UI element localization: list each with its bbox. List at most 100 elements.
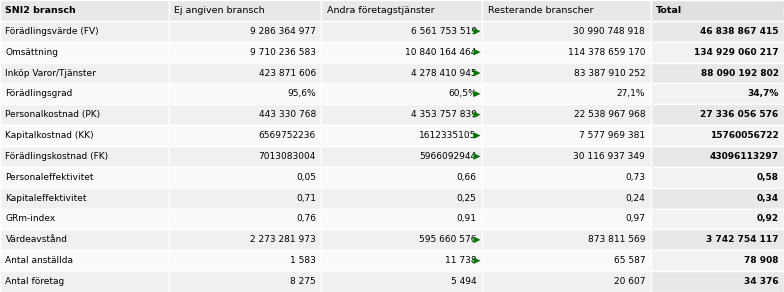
Text: 0,05: 0,05 — [296, 173, 316, 182]
Text: 0,66: 0,66 — [456, 173, 477, 182]
Text: Ej angiven bransch: Ej angiven bransch — [174, 6, 265, 15]
Bar — [321, 230, 482, 250]
Text: Personaleffektivitet: Personaleffektivitet — [5, 173, 94, 182]
Bar — [0, 146, 169, 167]
Bar — [169, 167, 321, 188]
Polygon shape — [474, 28, 481, 35]
Bar — [0, 230, 169, 250]
Bar — [482, 84, 651, 104]
Text: 5966092944: 5966092944 — [419, 152, 477, 161]
Bar — [651, 125, 784, 146]
Bar — [321, 42, 482, 62]
Bar — [321, 188, 482, 208]
Text: 10 840 164 464: 10 840 164 464 — [405, 48, 477, 57]
Bar — [651, 271, 784, 292]
Bar — [169, 104, 321, 125]
Text: 22 538 967 968: 22 538 967 968 — [574, 110, 645, 119]
Text: Förädlingskostnad (FK): Förädlingskostnad (FK) — [5, 152, 109, 161]
Text: 9 286 364 977: 9 286 364 977 — [250, 27, 316, 36]
Bar — [482, 167, 651, 188]
Text: 0,73: 0,73 — [625, 173, 645, 182]
Text: 595 660 576: 595 660 576 — [419, 235, 477, 244]
Bar — [0, 62, 169, 84]
Bar — [651, 0, 784, 21]
Bar — [482, 188, 651, 208]
Text: Inköp Varor/Tjänster: Inköp Varor/Tjänster — [5, 69, 96, 77]
Bar — [651, 42, 784, 62]
Text: 0,34: 0,34 — [757, 194, 779, 203]
Bar — [169, 62, 321, 84]
Text: 34 376: 34 376 — [744, 277, 779, 286]
Bar — [321, 104, 482, 125]
Text: 114 378 659 170: 114 378 659 170 — [568, 48, 645, 57]
Text: Förädlingsgrad: Förädlingsgrad — [5, 89, 73, 98]
Bar — [0, 104, 169, 125]
Bar — [482, 271, 651, 292]
Text: 0,91: 0,91 — [456, 215, 477, 223]
Bar — [482, 230, 651, 250]
Text: 1612335105: 1612335105 — [419, 131, 477, 140]
Text: 46 838 867 415: 46 838 867 415 — [700, 27, 779, 36]
Text: SNI2 bransch: SNI2 bransch — [5, 6, 76, 15]
Text: 4 278 410 945: 4 278 410 945 — [411, 69, 477, 77]
Text: 7 577 969 381: 7 577 969 381 — [579, 131, 645, 140]
Bar — [651, 104, 784, 125]
Text: 9 710 236 583: 9 710 236 583 — [250, 48, 316, 57]
Text: 27,1%: 27,1% — [617, 89, 645, 98]
Text: Andra företagstjänster: Andra företagstjänster — [327, 6, 434, 15]
Bar — [482, 42, 651, 62]
Text: 443 330 768: 443 330 768 — [259, 110, 316, 119]
Text: 78 908: 78 908 — [744, 256, 779, 265]
Text: 0,25: 0,25 — [457, 194, 477, 203]
Bar — [169, 125, 321, 146]
Text: 1 583: 1 583 — [290, 256, 316, 265]
Bar — [0, 271, 169, 292]
Polygon shape — [474, 257, 481, 264]
Polygon shape — [474, 91, 481, 97]
Text: 65 587: 65 587 — [614, 256, 645, 265]
Bar — [651, 188, 784, 208]
Text: 20 607: 20 607 — [614, 277, 645, 286]
Bar — [0, 125, 169, 146]
Polygon shape — [474, 70, 481, 76]
Bar — [169, 188, 321, 208]
Bar — [0, 188, 169, 208]
Bar — [321, 21, 482, 42]
Text: 11 738: 11 738 — [445, 256, 477, 265]
Text: 0,58: 0,58 — [757, 173, 779, 182]
Bar — [651, 62, 784, 84]
Text: Kapitalkostnad (KK): Kapitalkostnad (KK) — [5, 131, 94, 140]
Text: 15760056722: 15760056722 — [710, 131, 779, 140]
Bar — [321, 84, 482, 104]
Text: 2 273 281 973: 2 273 281 973 — [250, 235, 316, 244]
Polygon shape — [474, 111, 481, 118]
Bar — [482, 62, 651, 84]
Bar — [169, 0, 321, 21]
Bar — [651, 250, 784, 271]
Bar — [482, 104, 651, 125]
Bar — [0, 21, 169, 42]
Text: 83 387 910 252: 83 387 910 252 — [574, 69, 645, 77]
Bar — [321, 125, 482, 146]
Text: 0,97: 0,97 — [625, 215, 645, 223]
Bar — [321, 0, 482, 21]
Text: Total: Total — [656, 6, 682, 15]
Text: Resterande branscher: Resterande branscher — [488, 6, 593, 15]
Text: Personalkostnad (PK): Personalkostnad (PK) — [5, 110, 100, 119]
Text: Antal företag: Antal företag — [5, 277, 65, 286]
Text: 88 090 192 802: 88 090 192 802 — [701, 69, 779, 77]
Bar — [0, 250, 169, 271]
Polygon shape — [474, 237, 481, 243]
Text: 0,92: 0,92 — [757, 215, 779, 223]
Bar — [482, 146, 651, 167]
Text: 0,24: 0,24 — [626, 194, 645, 203]
Text: 423 871 606: 423 871 606 — [259, 69, 316, 77]
Text: 30 116 937 349: 30 116 937 349 — [573, 152, 645, 161]
Text: 5 494: 5 494 — [451, 277, 477, 286]
Bar — [651, 84, 784, 104]
Bar — [651, 208, 784, 230]
Text: 873 811 569: 873 811 569 — [588, 235, 645, 244]
Bar — [321, 146, 482, 167]
Text: 3 742 754 117: 3 742 754 117 — [706, 235, 779, 244]
Text: 43096113297: 43096113297 — [710, 152, 779, 161]
